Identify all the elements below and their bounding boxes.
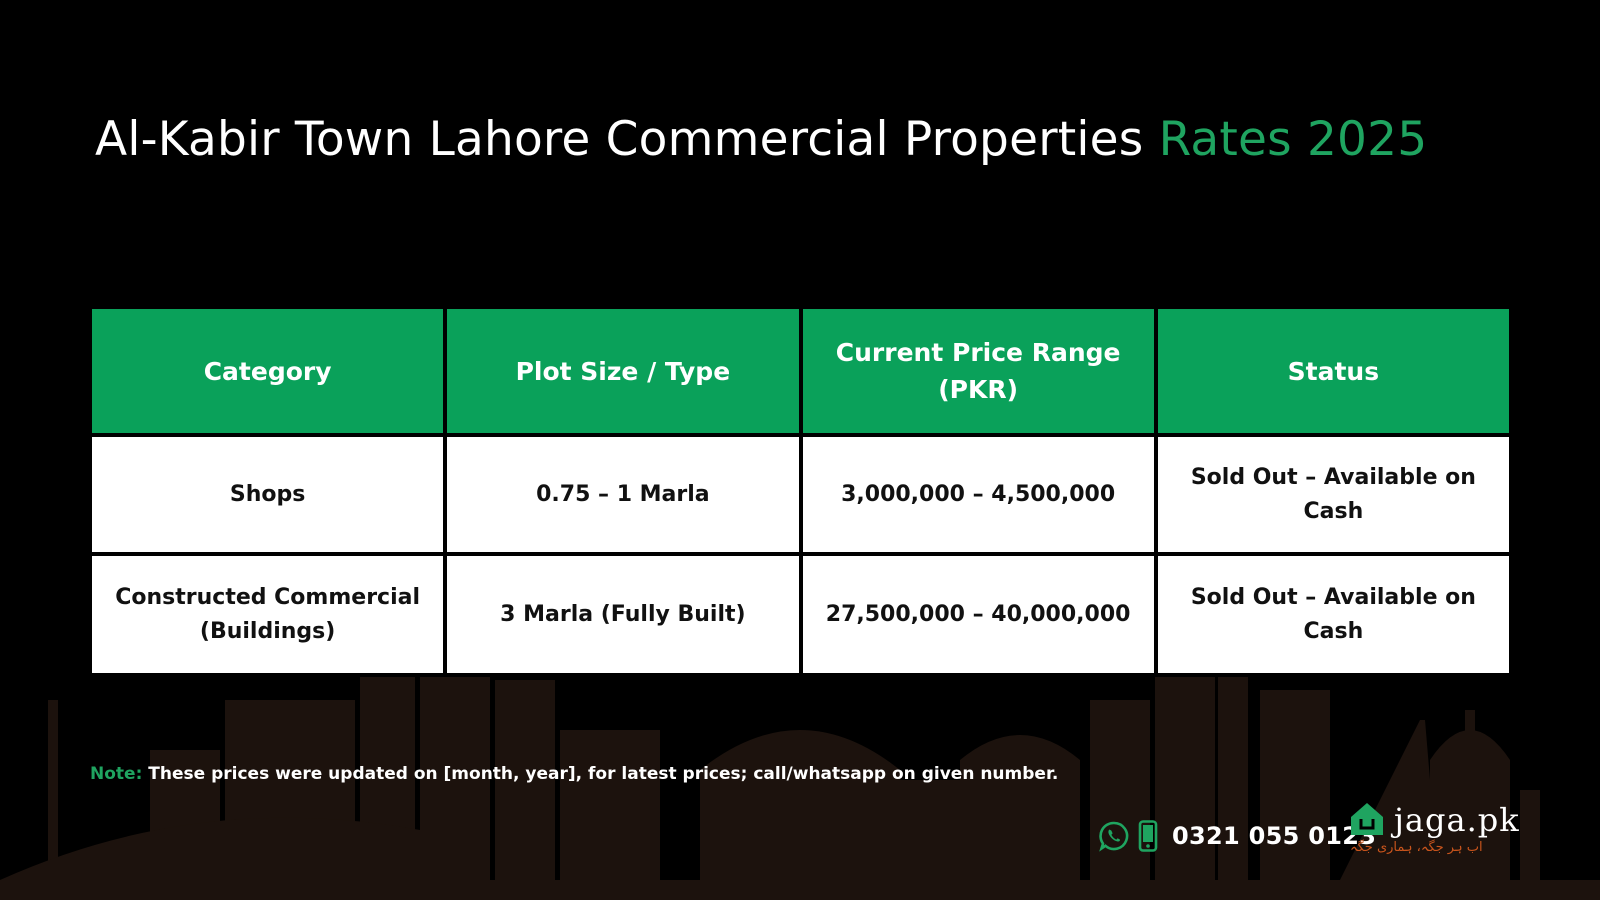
table-row: Constructed Commercial (Buildings) 3 Mar… <box>87 552 1514 677</box>
rates-table: Category Plot Size / Type Current Price … <box>87 305 1514 677</box>
brand-tagline: اب ہر جگہ، ہماری جگہ <box>1350 840 1483 855</box>
cell-status: Sold Out – Available on Cash <box>1153 433 1514 556</box>
price-note: Note: These prices were updated on [mont… <box>90 764 1058 784</box>
title-accent: Rates 2025 <box>1158 112 1428 167</box>
header-status: Status <box>1153 305 1514 437</box>
phone-number[interactable]: 0321 055 0123 <box>1172 822 1377 850</box>
whatsapp-icon[interactable] <box>1098 820 1130 852</box>
note-text: These prices were updated on [month, yea… <box>148 764 1059 784</box>
table-header-row: Category Plot Size / Type Current Price … <box>87 305 1514 437</box>
contact-info: 0321 055 0123 <box>1098 816 1376 856</box>
cell-status: Sold Out – Available on Cash <box>1153 552 1514 677</box>
brand-logo[interactable]: jaga.pk اب ہر جگہ، ہماری جگہ <box>1348 800 1526 855</box>
mobile-phone-icon[interactable] <box>1138 820 1158 852</box>
cell-price-range: 27,500,000 – 40,000,000 <box>798 552 1158 677</box>
header-plot-size: Plot Size / Type <box>443 305 803 437</box>
cell-category: Shops <box>87 433 448 556</box>
city-skyline-silhouette <box>0 645 1600 900</box>
page-title: Al-Kabir Town Lahore Commercial Properti… <box>95 112 1427 167</box>
header-category: Category <box>87 305 448 437</box>
header-price-range: Current Price Range (PKR) <box>798 305 1158 437</box>
cell-category: Constructed Commercial (Buildings) <box>87 552 448 677</box>
cell-plot-size: 0.75 – 1 Marla <box>443 433 803 556</box>
table-row: Shops 0.75 – 1 Marla 3,000,000 – 4,500,0… <box>87 433 1514 556</box>
cell-price-range: 3,000,000 – 4,500,000 <box>798 433 1158 556</box>
title-main: Al-Kabir Town Lahore Commercial Properti… <box>95 112 1144 167</box>
cell-plot-size: 3 Marla (Fully Built) <box>443 552 803 677</box>
brand-name: jaga.pk <box>1394 801 1520 839</box>
note-label: Note: <box>90 764 143 784</box>
house-logo-icon <box>1351 803 1383 835</box>
